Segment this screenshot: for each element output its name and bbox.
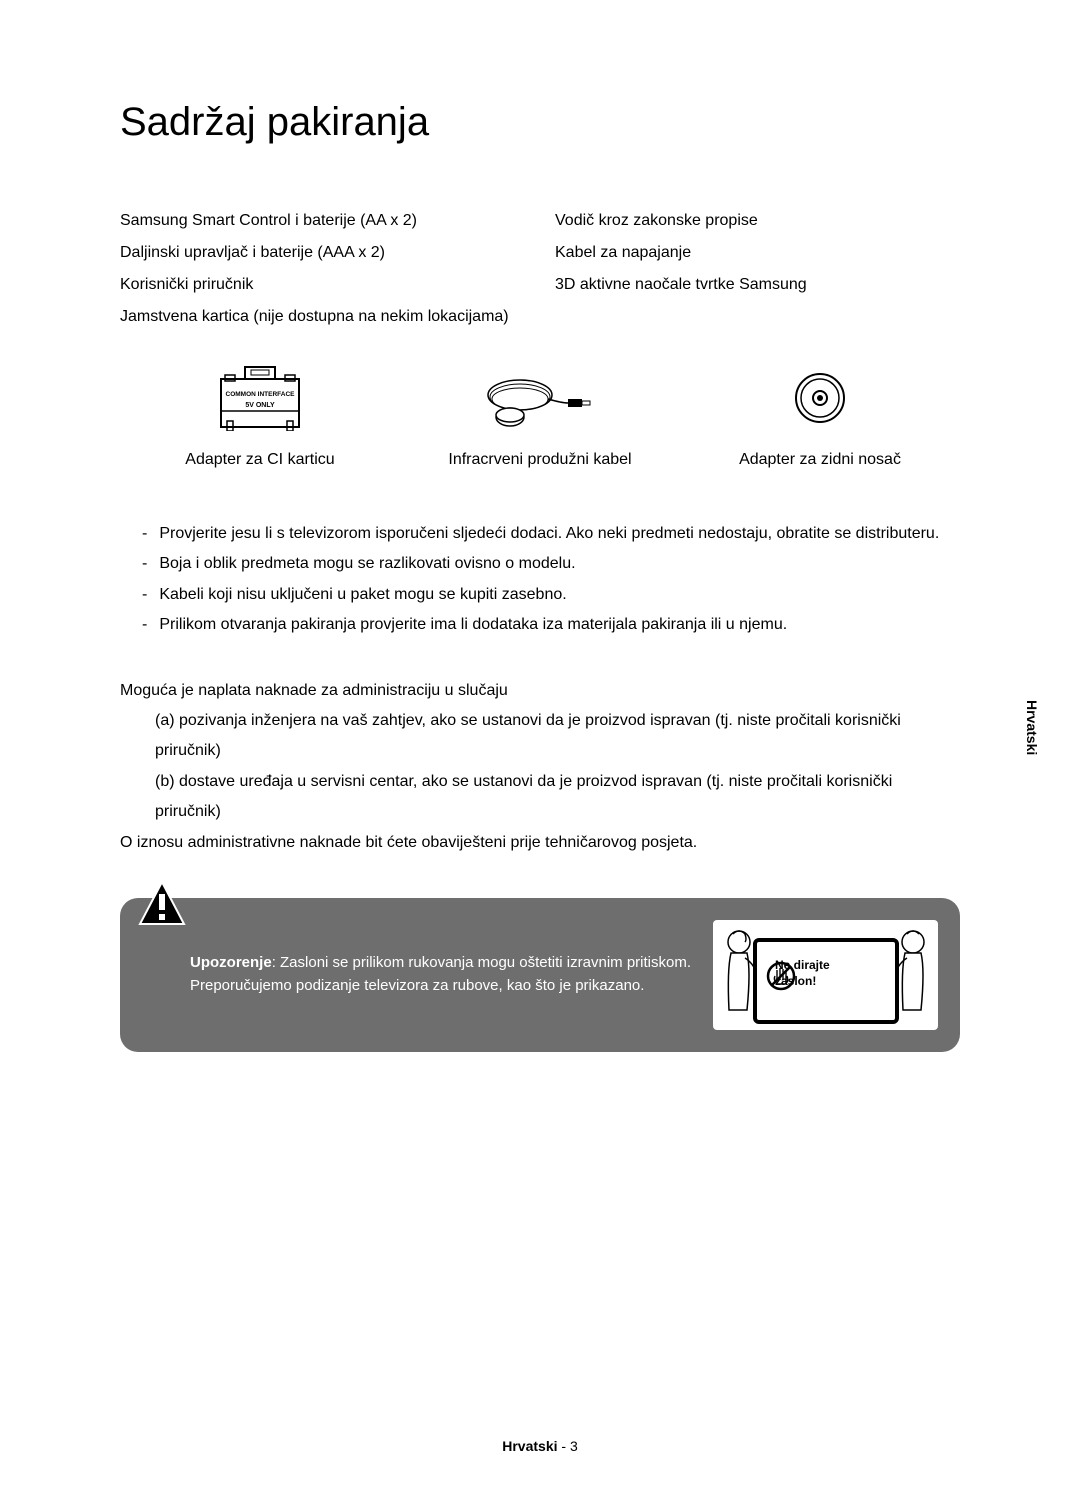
item: Vodič kroz zakonske propise bbox=[555, 205, 960, 237]
warning-illustration: Ne dirajte zaslon! bbox=[713, 920, 938, 1030]
admin-intro: Moguća je naplata naknade za administrac… bbox=[120, 676, 960, 706]
item: 3D aktivne naočale tvrtke Samsung bbox=[555, 269, 960, 301]
note-item: Prilikom otvaranja pakiranja provjerite … bbox=[120, 610, 960, 640]
item: Daljinski upravljač i baterije (AAA x 2) bbox=[120, 237, 525, 269]
accessories-row: COMMON INTERFACE 5V ONLY Adapter za CI k… bbox=[120, 363, 960, 469]
note-item: Provjerite jesu li s televizorom isporuč… bbox=[120, 519, 960, 549]
admin-fee-text: Moguća je naplata naknade za administrac… bbox=[120, 676, 960, 858]
items-list: Samsung Smart Control i baterije (AA x 2… bbox=[120, 205, 960, 333]
footer-lang: Hrvatski bbox=[502, 1438, 557, 1454]
accessory-wall-mount: Adapter za zidni nosač bbox=[680, 363, 960, 469]
admin-outro: O iznosu administrativne naknade bit ćet… bbox=[120, 828, 960, 858]
svg-text:COMMON INTERFACE: COMMON INTERFACE bbox=[226, 391, 296, 398]
accessory-label: Infracrveni produžni kabel bbox=[400, 451, 680, 469]
language-side-tab: Hrvatski bbox=[1024, 700, 1040, 755]
notes-list: Provjerite jesu li s televizorom isporuč… bbox=[120, 519, 960, 641]
items-right-col: Vodič kroz zakonske propise Kabel za nap… bbox=[555, 205, 960, 333]
accessory-ci-adapter: COMMON INTERFACE 5V ONLY Adapter za CI k… bbox=[120, 363, 400, 469]
item: Samsung Smart Control i baterije (AA x 2… bbox=[120, 205, 525, 237]
note-item: Boja i oblik predmeta mogu se razlikovat… bbox=[120, 549, 960, 579]
page-title: Sadržaj pakiranja bbox=[120, 100, 960, 145]
item: Kabel za napajanje bbox=[555, 237, 960, 269]
ir-cable-icon bbox=[400, 363, 680, 433]
footer-page: - 3 bbox=[558, 1438, 578, 1454]
accessory-label: Adapter za zidni nosač bbox=[680, 451, 960, 469]
warning-text: Upozorenje: Zasloni se prilikom rukovanj… bbox=[190, 952, 695, 997]
no-touch-label: Ne dirajte zaslon! bbox=[775, 958, 830, 989]
warning-label: Upozorenje bbox=[190, 954, 272, 971]
item: Korisnički priručnik bbox=[120, 269, 525, 301]
page-footer: Hrvatski - 3 bbox=[0, 1438, 1080, 1454]
wall-mount-icon bbox=[680, 363, 960, 433]
note-item: Kabeli koji nisu uključeni u paket mogu … bbox=[120, 580, 960, 610]
admin-a: (a) pozivanja inženjera na vaš zahtjev, … bbox=[120, 706, 960, 767]
items-left-col: Samsung Smart Control i baterije (AA x 2… bbox=[120, 205, 525, 333]
warning-triangle-icon bbox=[138, 880, 186, 928]
ci-adapter-icon: COMMON INTERFACE 5V ONLY bbox=[120, 363, 400, 433]
item: Jamstvena kartica (nije dostupna na neki… bbox=[120, 301, 525, 333]
accessory-label: Adapter za CI karticu bbox=[120, 451, 400, 469]
svg-text:5V ONLY: 5V ONLY bbox=[245, 402, 275, 409]
warning-box: Upozorenje: Zasloni se prilikom rukovanj… bbox=[120, 898, 960, 1052]
accessory-ir-cable: Infracrveni produžni kabel bbox=[400, 363, 680, 469]
admin-b: (b) dostave uređaja u servisni centar, a… bbox=[120, 767, 960, 828]
